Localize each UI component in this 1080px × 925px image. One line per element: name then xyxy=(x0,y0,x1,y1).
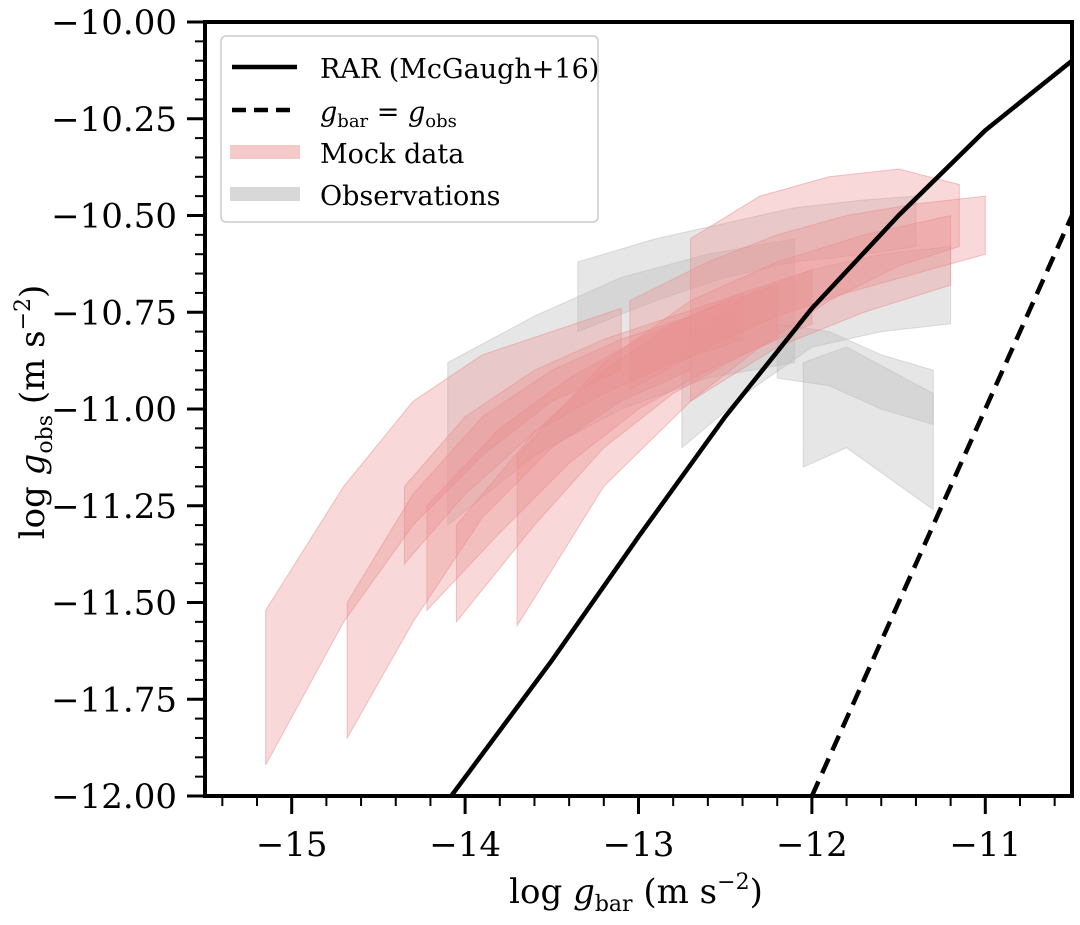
mock-band xyxy=(455,268,813,624)
mock-band xyxy=(265,307,622,766)
mock-band xyxy=(690,168,960,403)
y-axis-label: log gobs (m s−2) xyxy=(11,285,58,540)
x-tick-label: −14 xyxy=(429,825,501,865)
observation-band xyxy=(447,238,796,527)
x-tick-label: −15 xyxy=(256,825,328,865)
x-tick-label: −12 xyxy=(776,825,848,865)
y-tick-label: −10.25 xyxy=(51,100,177,140)
mock-band xyxy=(629,195,986,391)
reference-lines xyxy=(449,58,1072,796)
y-tick-label: −10.00 xyxy=(51,3,177,43)
plot-frame xyxy=(203,20,1074,798)
observation-band xyxy=(802,346,934,511)
x-axis-label: log gbar (m s−2) xyxy=(509,870,763,917)
y-tick-label: −12.00 xyxy=(51,777,177,817)
mock-band xyxy=(403,292,744,566)
y-tick-label: −10.50 xyxy=(51,197,177,237)
data-bands xyxy=(265,168,986,766)
y-tick-label: −11.25 xyxy=(51,487,177,527)
identity-line xyxy=(809,214,1072,796)
observation-band xyxy=(577,195,917,333)
legend-box xyxy=(220,35,599,223)
y-tick-label: −11.50 xyxy=(51,584,177,624)
legend-rar-label: RAR (McGaugh+16) xyxy=(320,54,599,85)
x-tick-label: −11 xyxy=(949,825,1021,865)
legend-identity-label: gbar = gobs xyxy=(320,97,457,132)
observation-band xyxy=(681,245,952,449)
y-tick-label: −10.75 xyxy=(51,293,177,333)
y-tick-label: −11.00 xyxy=(51,390,177,430)
legend-observations-label: Observations xyxy=(320,181,501,212)
legend-mock-label: Mock data xyxy=(320,139,464,170)
rar-line xyxy=(449,58,1072,796)
axis-ticks: −15 −14 −13 −12 −11 −10.00 −10.25 −10.50 −10.75 −… xyxy=(51,3,1056,865)
x-tick-label: −13 xyxy=(603,825,675,865)
y-tick-label: −11.75 xyxy=(51,680,177,720)
legend: RAR (McGaugh+16) gbar = gobs Mock data O… xyxy=(220,35,599,223)
